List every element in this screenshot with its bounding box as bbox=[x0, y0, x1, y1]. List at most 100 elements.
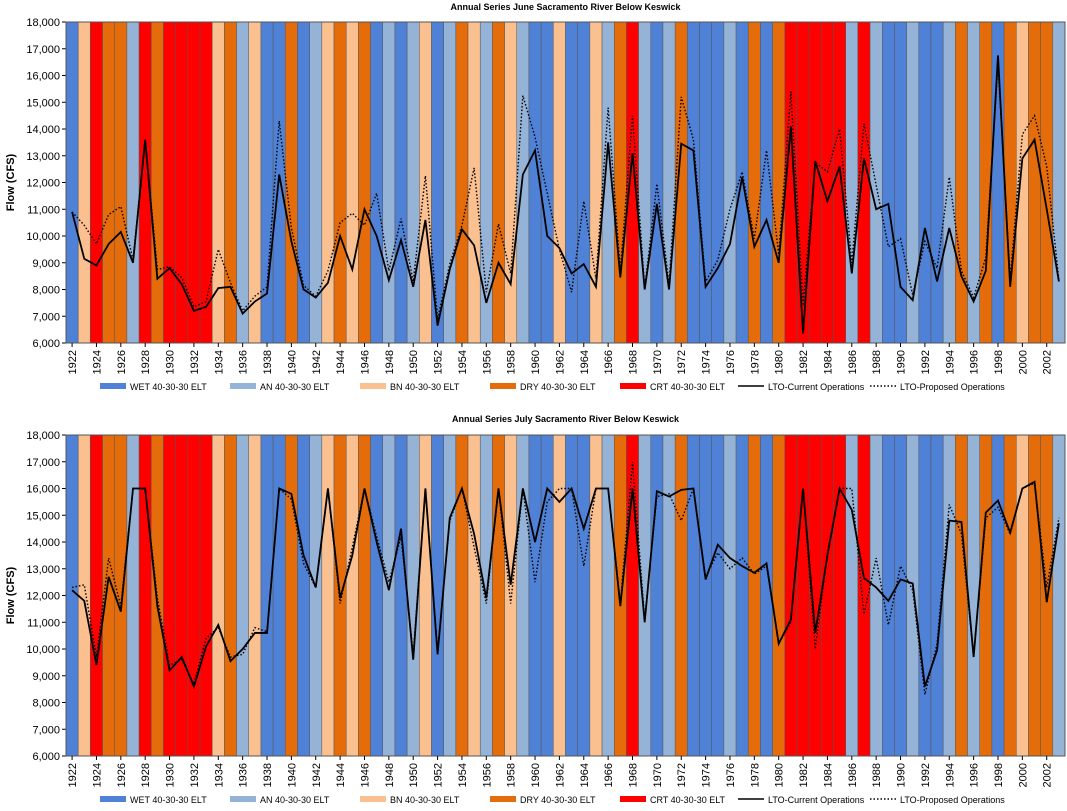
year-type-bar-1924 bbox=[90, 434, 103, 757]
legend-label-pro: LTO-Proposed Operations bbox=[900, 382, 1005, 392]
legend-swatch-crt bbox=[620, 796, 646, 802]
y-tick-label: 15,000 bbox=[26, 97, 60, 109]
year-type-bar-1950 bbox=[406, 21, 420, 344]
year-type-bar-1948 bbox=[382, 434, 396, 757]
year-type-bar-1953 bbox=[443, 434, 457, 757]
july-chart-svg: Annual Series July Sacramento River Belo… bbox=[5, 414, 1066, 805]
y-tick-label: 17,000 bbox=[26, 44, 60, 56]
year-type-bar-1967 bbox=[613, 434, 627, 757]
x-tick-label: 1924 bbox=[91, 763, 103, 787]
year-type-bar-1941 bbox=[297, 434, 310, 757]
x-tick-label: 2000 bbox=[1017, 350, 1029, 374]
legend-label-bn: BN 40-30-30 ELT bbox=[390, 795, 460, 805]
x-tick-label: 2002 bbox=[1042, 763, 1054, 787]
y-tick-label: 14,000 bbox=[26, 124, 60, 136]
year-type-bar-1955 bbox=[467, 434, 481, 757]
year-type-bar-1933 bbox=[199, 434, 213, 757]
year-type-bar-2003 bbox=[1052, 21, 1066, 344]
year-type-bar-1969 bbox=[638, 21, 652, 344]
x-tick-label: 1980 bbox=[774, 763, 786, 787]
year-type-bar-1947 bbox=[370, 21, 384, 344]
year-type-bar-1992 bbox=[918, 21, 932, 344]
x-tick-label: 1956 bbox=[481, 350, 493, 374]
year-type-bar-1932 bbox=[187, 21, 201, 344]
x-tick-label: 1974 bbox=[701, 763, 713, 787]
legend-label-cur: LTO-Current Operations bbox=[768, 382, 865, 392]
year-type-bar-1975 bbox=[711, 434, 725, 757]
y-tick-label: 14,000 bbox=[26, 537, 60, 549]
series-line-proposed bbox=[71, 461, 1060, 695]
plot-border bbox=[65, 21, 1066, 344]
year-type-bar-1938 bbox=[260, 434, 274, 757]
year-type-bar-1987 bbox=[857, 21, 871, 344]
year-type-bar-1957 bbox=[492, 21, 505, 344]
y-tick-label: 11,000 bbox=[27, 617, 60, 629]
legend-swatch-bn bbox=[360, 796, 386, 802]
year-type-bar-1973 bbox=[687, 434, 700, 757]
x-tick-label: 1994 bbox=[944, 350, 956, 374]
year-type-bar-1961 bbox=[540, 434, 554, 757]
year-type-bar-1996 bbox=[967, 21, 980, 344]
legend-label-crt: CRT 40-30-30 ELT bbox=[650, 795, 726, 805]
x-tick-label: 1934 bbox=[213, 763, 225, 787]
year-type-bar-1962 bbox=[553, 434, 566, 757]
year-type-bar-1965 bbox=[589, 21, 603, 344]
y-tick-label: 7,000 bbox=[32, 311, 60, 323]
y-tick-label: 18,000 bbox=[26, 430, 60, 442]
chart-title: Annual Series June Sacramento River Belo… bbox=[450, 2, 681, 12]
year-type-bar-1983 bbox=[808, 434, 822, 757]
x-tick-label: 1964 bbox=[579, 763, 591, 787]
legend-swatch-crt bbox=[620, 383, 646, 389]
x-tick-label: 1978 bbox=[749, 350, 761, 374]
x-tick-label: 1922 bbox=[67, 350, 79, 374]
year-type-bar-1940 bbox=[285, 434, 298, 757]
year-type-bar-1967 bbox=[613, 21, 627, 344]
x-tick-label: 1988 bbox=[871, 763, 883, 787]
year-type-bar-1986 bbox=[845, 21, 859, 344]
year-type-bar-1982 bbox=[796, 434, 810, 757]
x-tick-label: 1924 bbox=[91, 350, 103, 374]
year-type-bar-1991 bbox=[906, 434, 920, 757]
x-tick-label: 1934 bbox=[213, 350, 225, 374]
year-type-bar-1944 bbox=[333, 21, 347, 344]
year-type-bar-1995 bbox=[955, 21, 968, 344]
year-type-bar-1941 bbox=[297, 21, 310, 344]
year-type-bar-1946 bbox=[358, 21, 371, 344]
year-type-bar-1951 bbox=[419, 21, 432, 344]
x-tick-label: 1922 bbox=[67, 763, 79, 787]
year-type-bar-1933 bbox=[199, 21, 213, 344]
x-tick-label: 1992 bbox=[920, 763, 932, 787]
x-tick-label: 1966 bbox=[603, 350, 615, 374]
july-chart: Annual Series July Sacramento River Belo… bbox=[0, 410, 1067, 811]
legend-label-dry: DRY 40-30-30 ELT bbox=[520, 795, 596, 805]
x-tick-label: 1946 bbox=[359, 350, 371, 374]
x-tick-label: 1954 bbox=[457, 350, 469, 374]
y-tick-label: 9,000 bbox=[32, 258, 60, 270]
year-type-bar-1940 bbox=[285, 21, 298, 344]
x-tick-label: 1948 bbox=[384, 763, 396, 787]
x-tick-label: 1944 bbox=[335, 763, 347, 787]
year-type-bar-1994 bbox=[942, 434, 956, 757]
x-tick-label: 1956 bbox=[481, 763, 493, 787]
year-type-bar-1980 bbox=[772, 434, 786, 757]
year-type-bar-1999 bbox=[1003, 21, 1017, 344]
x-tick-label: 1928 bbox=[140, 763, 152, 787]
year-type-bar-1927 bbox=[126, 434, 140, 757]
year-type-bar-1990 bbox=[894, 434, 907, 757]
legend-swatch-dry bbox=[490, 796, 516, 802]
year-type-bar-1970 bbox=[650, 21, 664, 344]
year-type-bar-1977 bbox=[735, 21, 749, 344]
year-type-bar-1923 bbox=[77, 434, 91, 757]
year-type-bar-1972 bbox=[674, 434, 688, 757]
year-type-bar-1922 bbox=[65, 434, 79, 757]
x-tick-label: 1952 bbox=[433, 763, 445, 787]
year-type-bar-1999 bbox=[1003, 434, 1017, 757]
year-type-bar-1958 bbox=[504, 21, 518, 344]
x-tick-label: 1984 bbox=[822, 763, 834, 787]
year-type-bar-1984 bbox=[821, 21, 834, 344]
legend-label-an: AN 40-30-30 ELT bbox=[260, 382, 330, 392]
year-type-bar-1954 bbox=[455, 434, 469, 757]
year-type-bar-1972 bbox=[674, 21, 688, 344]
x-tick-label: 1998 bbox=[993, 763, 1005, 787]
y-tick-label: 17,000 bbox=[26, 457, 60, 469]
